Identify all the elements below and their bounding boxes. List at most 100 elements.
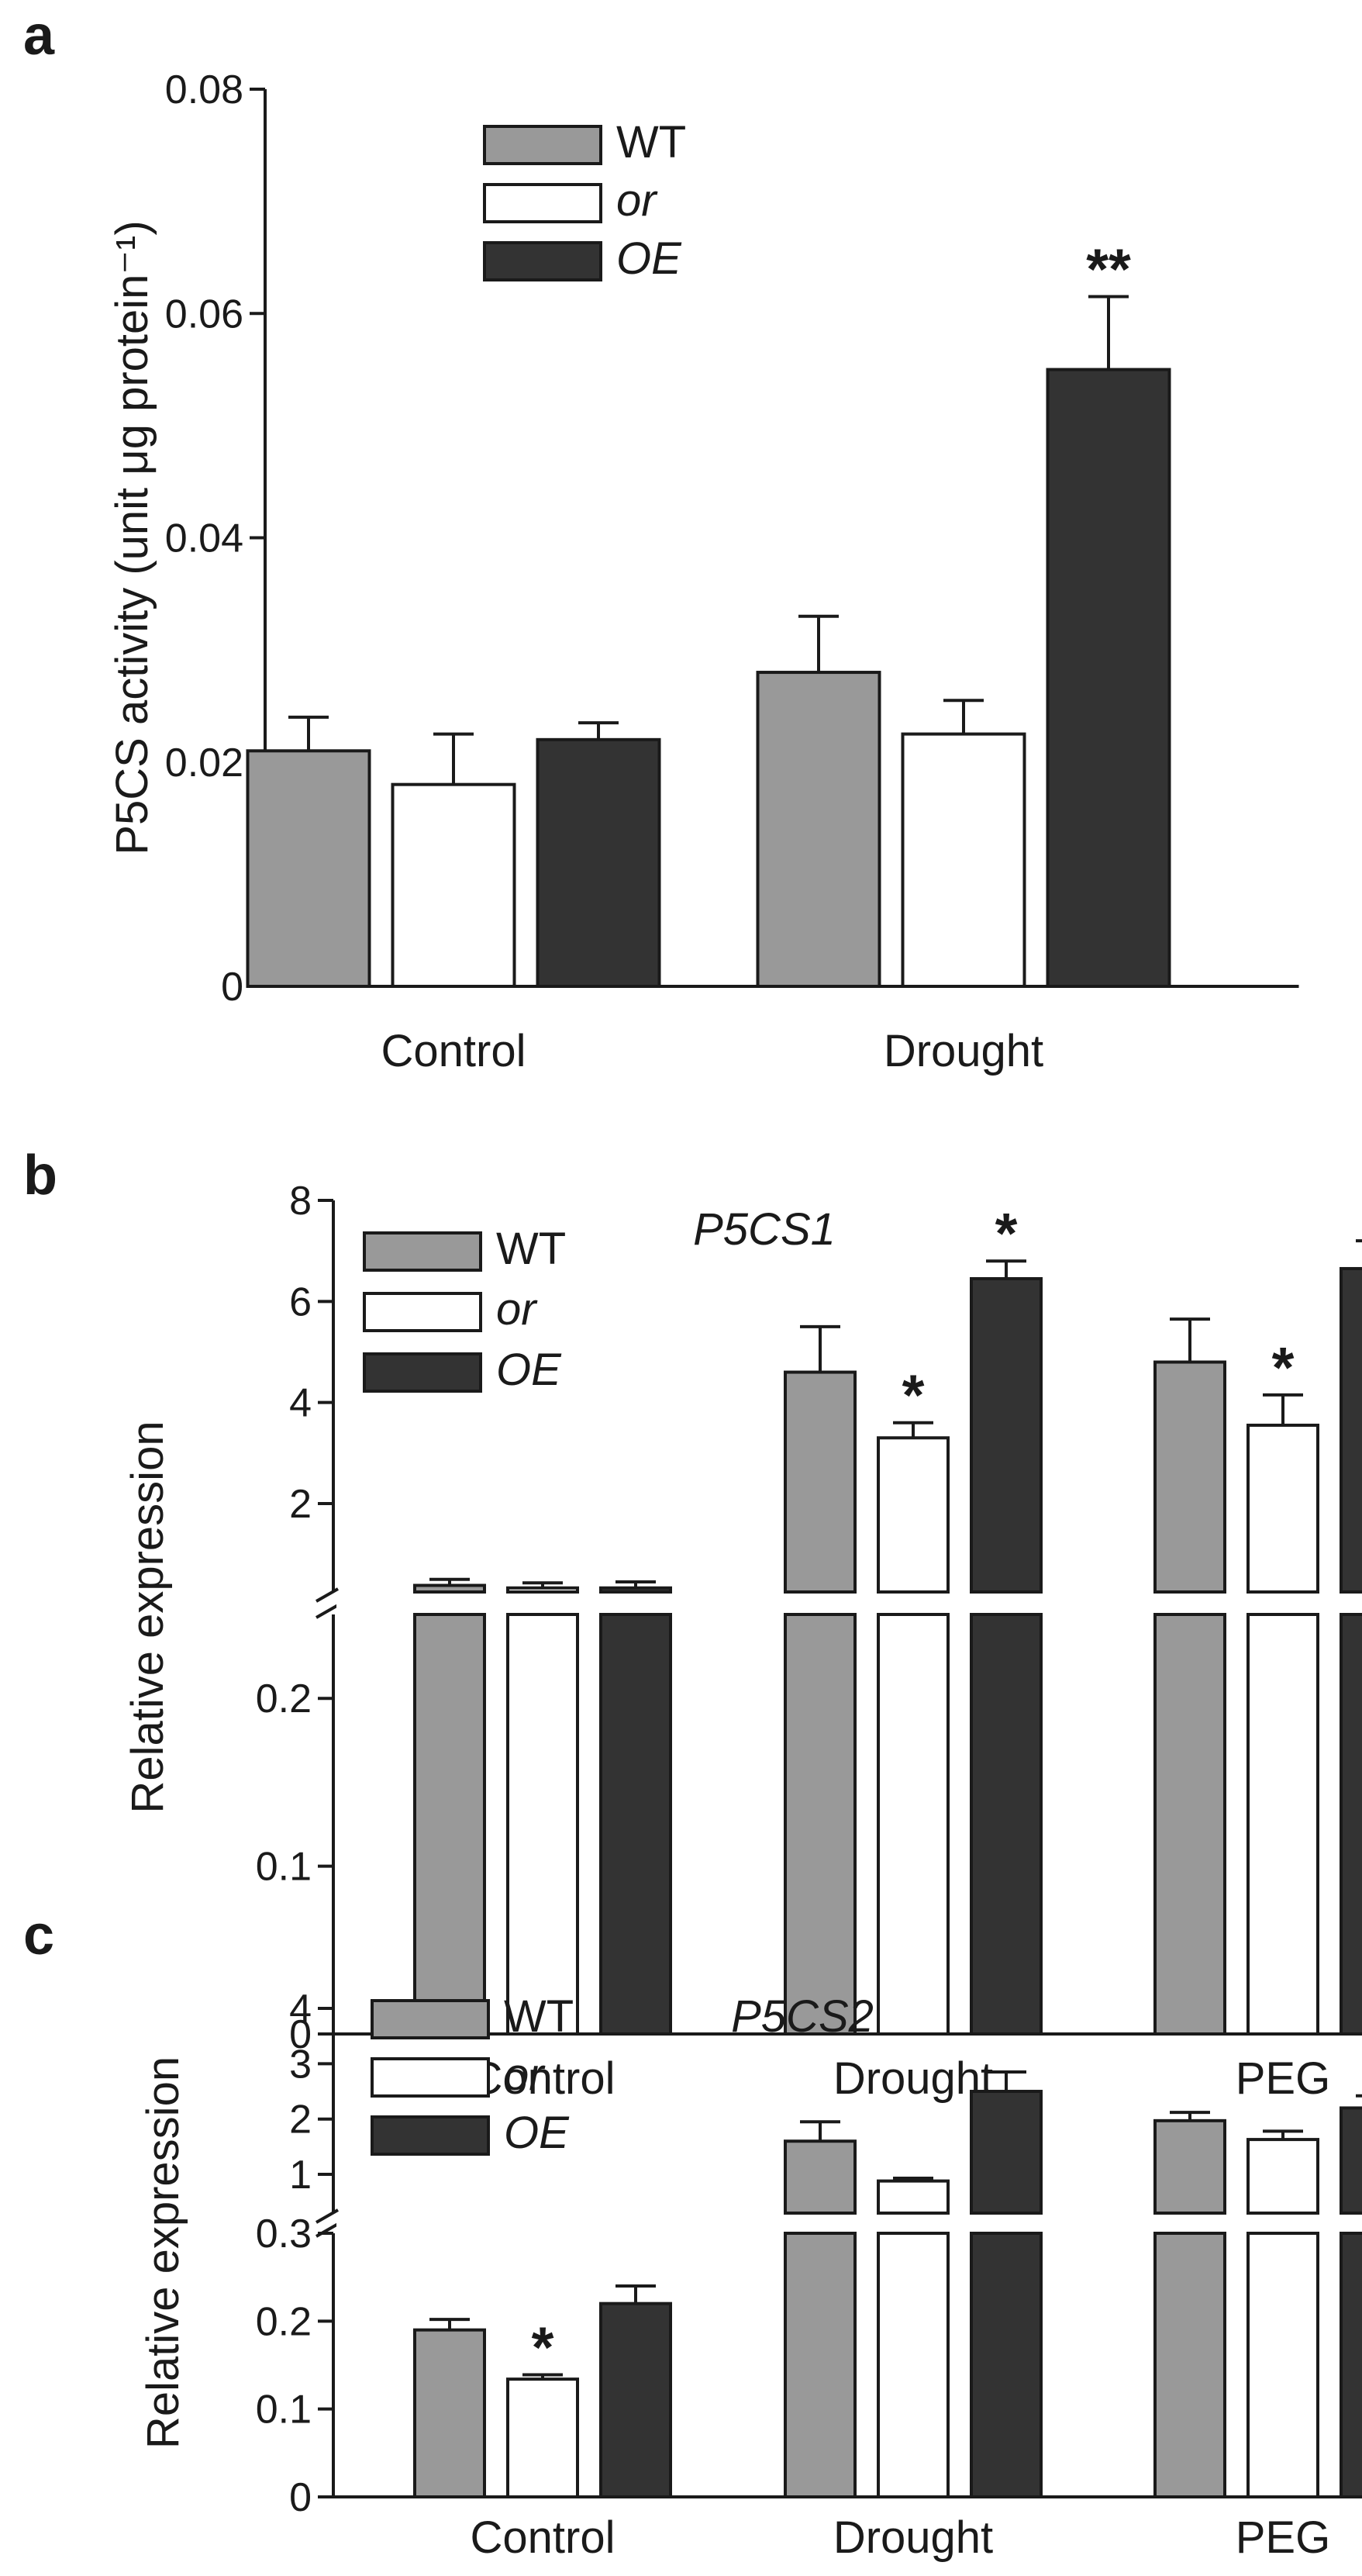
bar-or-control [506, 1586, 579, 1594]
y-tick-label: 0.3 [256, 2212, 312, 2257]
bar-oe-control [599, 1586, 672, 1594]
y-tick-label: 2 [289, 1482, 312, 1527]
legend-label-oe: OE [504, 2108, 570, 2158]
bar-or-control [506, 1613, 579, 2036]
bar-oe-drought [970, 1277, 1043, 1594]
bar-wt-peg [1153, 1360, 1226, 1594]
category-label: PEG [1236, 2053, 1331, 2104]
bar-or-peg [1246, 1423, 1319, 1594]
bar-wt-drought [784, 2232, 857, 2498]
legend-swatch-oe [483, 241, 602, 281]
y-axis-label: Relative expression [138, 2056, 188, 2449]
significance-marker: * [1272, 1335, 1295, 1400]
panel-b: b 2 4 6 8 0 0.1 0.2 Relative expression P5CS1 Cont… [23, 1145, 1362, 2104]
y-tick-label: 0.2 [256, 1676, 312, 1721]
axis-break-mark [316, 2208, 339, 2224]
bar-wt-drought [784, 1613, 857, 2036]
y-tick-label: 0 [221, 965, 243, 1010]
legend-label-wt: WT [616, 117, 686, 167]
axis-break-gap [336, 1597, 1357, 1610]
legend-label-oe: OE [616, 233, 682, 284]
y-tick-label: 0.06 [165, 292, 243, 337]
axis-break-mark [316, 1587, 339, 1603]
legend-swatch-or [371, 2057, 490, 2098]
bar-or-peg [1246, 2232, 1319, 2498]
bar-wt-drought [784, 2139, 857, 2215]
bar-wt-control [413, 2328, 486, 2499]
bar-oe-control [536, 737, 661, 988]
category-label: Control [381, 1026, 526, 1076]
y-axis-label: P5CS activity (unit μg protein⁻¹) [107, 220, 157, 855]
y-tick-label: 8 [289, 1179, 312, 1224]
bar-oe-peg [1340, 1266, 1362, 1594]
y-tick-label: 0 [289, 2012, 312, 2057]
bar-or-drought [877, 2179, 950, 2215]
y-tick-label: 2 [289, 2098, 312, 2143]
category-label: Control [471, 2053, 615, 2104]
legend-swatch-wt [363, 1231, 482, 1272]
bar-oe-drought [1046, 368, 1171, 988]
y-tick-label: 0.08 [165, 67, 243, 112]
bar-wt-drought [784, 1370, 857, 1594]
legend-swatch-wt [371, 1999, 490, 2039]
category-label: Control [471, 2512, 615, 2563]
significance-marker: * [532, 2315, 554, 2379]
legend-label-or: or [496, 1284, 538, 1335]
legend-swatch-oe [371, 2115, 490, 2156]
bar-oe-control [599, 1613, 672, 2036]
category-label: Drought [884, 1026, 1043, 1076]
y-tick-label: 0 [289, 2475, 312, 2520]
bar-or-drought [901, 732, 1026, 988]
bar-oe-peg [1340, 2232, 1362, 2498]
chart-title: P5CS2 [731, 1991, 874, 2042]
bar-oe-drought [970, 1613, 1043, 2036]
legend-swatch-wt [483, 125, 602, 165]
bar-or-drought [877, 1436, 950, 1594]
bar-wt-control [413, 1613, 486, 2036]
bar-wt-control [413, 1583, 486, 1594]
bar-or-drought [877, 1613, 950, 2036]
panel-a: a 0 0.02 0.04 0.06 0.08 P5CS activity (unit μg… [23, 5, 1299, 1076]
legend-label-or: or [616, 175, 658, 226]
panel-letter: a [23, 5, 55, 67]
significance-marker: * [995, 1201, 1018, 1266]
significance-marker: * [902, 1363, 925, 1428]
bar-wt-drought [756, 671, 881, 988]
legend-label-wt: WT [504, 1991, 574, 2042]
category-label: PEG [1236, 2512, 1331, 2563]
panel-letter: b [23, 1145, 57, 1207]
y-tick-label: 4 [289, 1381, 312, 1426]
bar-wt-peg [1153, 1613, 1226, 2036]
legend-swatch-or [483, 183, 602, 223]
bar-oe-control [599, 2301, 672, 2499]
axis-break-gap [336, 2218, 1357, 2229]
category-label: Drought [833, 2053, 993, 2104]
y-axis-label: Relative expression [122, 1421, 173, 1813]
y-tick-label: 0.2 [256, 2299, 312, 2344]
bar-wt-peg [1153, 2118, 1226, 2215]
bar-or-control [391, 782, 516, 988]
bar-wt-control [246, 749, 371, 988]
legend-label-or: or [504, 2049, 546, 2100]
chart-title: P5CS1 [693, 1204, 836, 1255]
y-tick-label: 0.02 [165, 741, 243, 786]
bar-oe-drought [970, 2232, 1043, 2498]
y-tick-label: 0.1 [256, 2388, 312, 2433]
y-tick-label: 0.1 [256, 1845, 312, 1890]
legend-label-oe: OE [496, 1345, 562, 1395]
legend-label-wt: WT [496, 1224, 566, 1274]
bar-or-peg [1246, 2138, 1319, 2215]
bar-or-control [506, 2377, 579, 2498]
bar-oe-drought [970, 2090, 1043, 2215]
y-tick-label: 4 [289, 1987, 312, 2032]
bar-oe-peg [1340, 2106, 1362, 2215]
axis-break-mark [316, 2222, 339, 2238]
bar-oe-peg [1340, 1613, 1362, 2036]
y-tick-label: 6 [289, 1279, 312, 1324]
legend-swatch-oe [363, 1352, 482, 1393]
y-tick-label: 1 [289, 2153, 312, 2198]
axis-break-mark [316, 1604, 339, 1619]
category-label: Drought [833, 2512, 993, 2563]
